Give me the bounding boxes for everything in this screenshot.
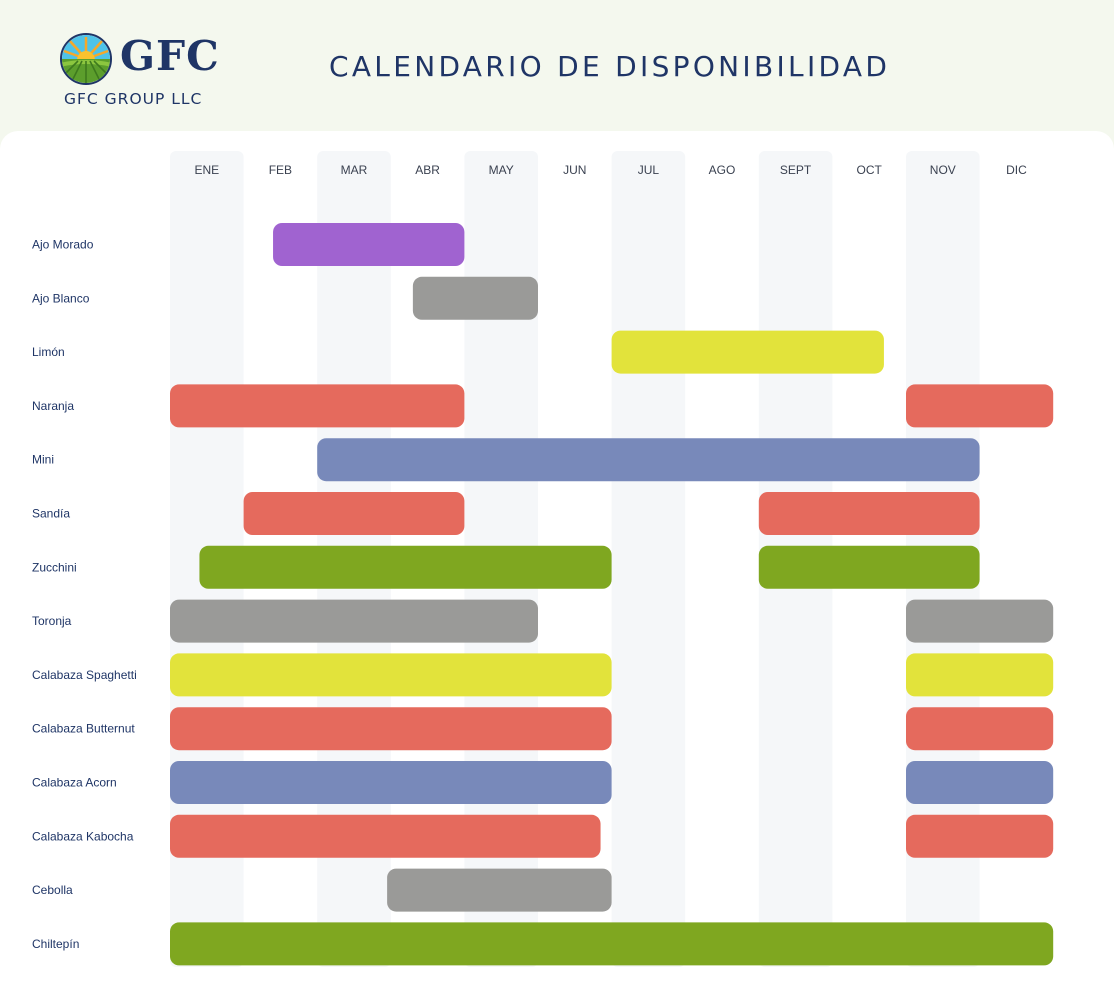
month-label-nov: NOV [930,163,956,177]
month-label-feb: FEB [269,163,292,177]
row-label-naranja: Naranja [32,399,74,413]
bar-calabaza-butternut-2 [906,707,1054,751]
bar-zucchini-2 [758,545,980,589]
month-label-jun: JUN [563,163,586,177]
bar-calabaza-acorn-2 [906,761,1054,804]
bar-naranja-2 [906,384,1054,428]
bar-calabaza-acorn-1 [170,761,612,804]
row-label-sandia: Sandía [32,507,70,521]
row-label-calabaza-spaghetti: Calabaza Spaghetti [32,668,137,682]
header: GFC GFC GROUP LLC CALENDARIO DE DISPONIB… [0,0,1114,135]
bar-sandia-1 [243,492,465,535]
bar-calabaza-kabocha-1 [170,814,601,858]
month-label-may: MAY [489,163,514,177]
month-label-jul: JUL [638,163,660,177]
company-logo: GFC GFC GROUP LLC [60,30,219,110]
row-label-cebolla: Cebolla [32,883,73,897]
bar-chiltepin-1 [170,922,1054,966]
bar-ajo-blanco-1 [412,276,538,320]
month-label-ene: ENE [194,163,219,177]
bar-mini-1 [317,438,980,482]
month-column-jul [611,151,686,967]
row-label-chiltepin: Chiltepín [32,937,79,951]
row-label-calabaza-acorn: Calabaza Acorn [32,776,117,790]
bar-calabaza-butternut-1 [170,707,612,751]
row-label-zucchini: Zucchini [32,560,77,574]
month-label-dic: DIC [1006,163,1027,177]
logo-wordmark: GFC [120,32,220,80]
bar-calabaza-spaghetti-1 [170,653,612,697]
row-label-calabaza-butternut: Calabaza Butternut [32,722,135,736]
row-label-limon: Limón [32,345,65,359]
month-label-mar: MAR [341,163,368,177]
bar-zucchini-1 [199,545,612,589]
bar-toronja-2 [906,599,1054,643]
row-label-ajo-morado: Ajo Morado [32,238,94,252]
row-label-ajo-blanco: Ajo Blanco [32,291,90,305]
sun-field-logo-icon [60,33,112,85]
month-label-ago: AGO [709,163,736,177]
page-title: CALENDARIO DE DISPONIBILIDAD [329,50,891,83]
bar-cebolla-1 [387,868,612,912]
month-label-abr: ABR [415,163,440,177]
bar-calabaza-kabocha-2 [906,814,1054,858]
bar-toronja-1 [170,599,538,643]
row-label-mini: Mini [32,453,54,467]
month-label-oct: OCT [857,163,883,177]
bar-limon-1 [611,330,884,374]
row-label-toronja: Toronja [32,614,72,628]
bar-calabaza-spaghetti-2 [906,653,1054,697]
bar-sandia-2 [758,492,980,535]
row-label-calabaza-kabocha: Calabaza Kabocha [32,829,134,843]
bar-ajo-morado-1 [273,223,465,266]
chart-card: ENE FEB MAR ABR MAY JUN JUL AGO SEPT OCT NOV DIC Ajo… [0,131,1114,985]
month-label-sept: SEPT [780,163,812,177]
availability-chart: ENE FEB MAR ABR MAY JUN JUL AGO SEPT OCT NOV DIC Ajo… [32,151,1054,967]
bar-naranja-1 [170,384,465,428]
company-name: GFC GROUP LLC [64,90,203,108]
